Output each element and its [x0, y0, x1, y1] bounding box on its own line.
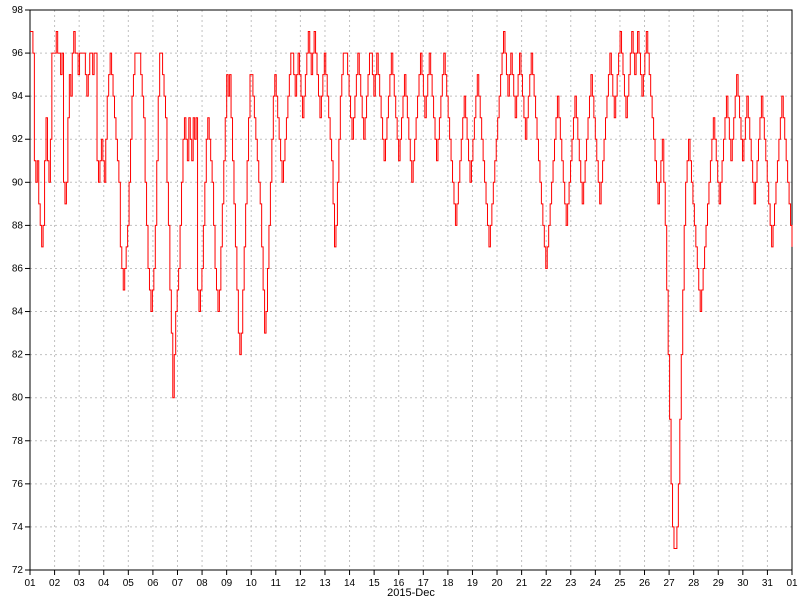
x-tick-label: 04 — [98, 578, 110, 589]
x-tick-label: 15 — [369, 578, 381, 589]
x-tick-label: 14 — [344, 578, 356, 589]
x-tick-label: 12 — [295, 578, 307, 589]
y-tick-label: 76 — [12, 479, 24, 490]
x-tick-label: 21 — [516, 578, 528, 589]
x-tick-label: 01 — [786, 578, 798, 589]
x-tick-label: 24 — [590, 578, 602, 589]
x-tick-label: 11 — [271, 578, 282, 589]
x-tick-label: 01 — [24, 578, 36, 589]
x-tick-label: 06 — [147, 578, 159, 589]
y-tick-label: 74 — [12, 522, 24, 533]
x-tick-label: 08 — [197, 578, 209, 589]
x-tick-label: 18 — [442, 578, 454, 589]
x-tick-label: 09 — [221, 578, 233, 589]
x-axis-label: 2015-Dec — [387, 587, 435, 599]
y-tick-label: 82 — [12, 350, 24, 361]
x-tick-label: 26 — [639, 578, 651, 589]
x-tick-label: 29 — [713, 578, 725, 589]
x-tick-label: 31 — [762, 578, 774, 589]
time-series-chart: 72 74 76 78 80 82 84 86 88 90 92 94 96 98 01 02 03 04 05 06… — [0, 0, 800, 600]
y-tick-label: 88 — [12, 220, 24, 231]
y-tick-label: 84 — [12, 307, 24, 318]
y-tick-label: 92 — [12, 134, 24, 145]
x-tick-label: 28 — [688, 578, 700, 589]
x-tick-label: 13 — [319, 578, 331, 589]
x-tick-label: 05 — [123, 578, 135, 589]
y-tick-label: 98 — [12, 5, 24, 16]
x-tick-label: 02 — [49, 578, 61, 589]
x-tick-label: 23 — [565, 578, 577, 589]
y-tick-label: 96 — [12, 48, 24, 59]
x-tick-label: 07 — [172, 578, 184, 589]
x-tick-label: 20 — [491, 578, 503, 589]
y-tick-label: 80 — [12, 393, 24, 404]
x-tick-label: 30 — [737, 578, 749, 589]
x-tick-label: 25 — [614, 578, 626, 589]
x-tick-label: 10 — [246, 578, 258, 589]
y-tick-label: 86 — [12, 263, 24, 274]
y-tick-label: 94 — [12, 91, 24, 102]
x-tick-label: 03 — [74, 578, 86, 589]
y-tick-label: 72 — [12, 565, 24, 576]
y-tick-label: 90 — [12, 177, 24, 188]
x-tick-label: 27 — [664, 578, 676, 589]
x-tick-label: 19 — [467, 578, 479, 589]
y-tick-label: 78 — [12, 436, 24, 447]
x-tick-label: 22 — [541, 578, 553, 589]
